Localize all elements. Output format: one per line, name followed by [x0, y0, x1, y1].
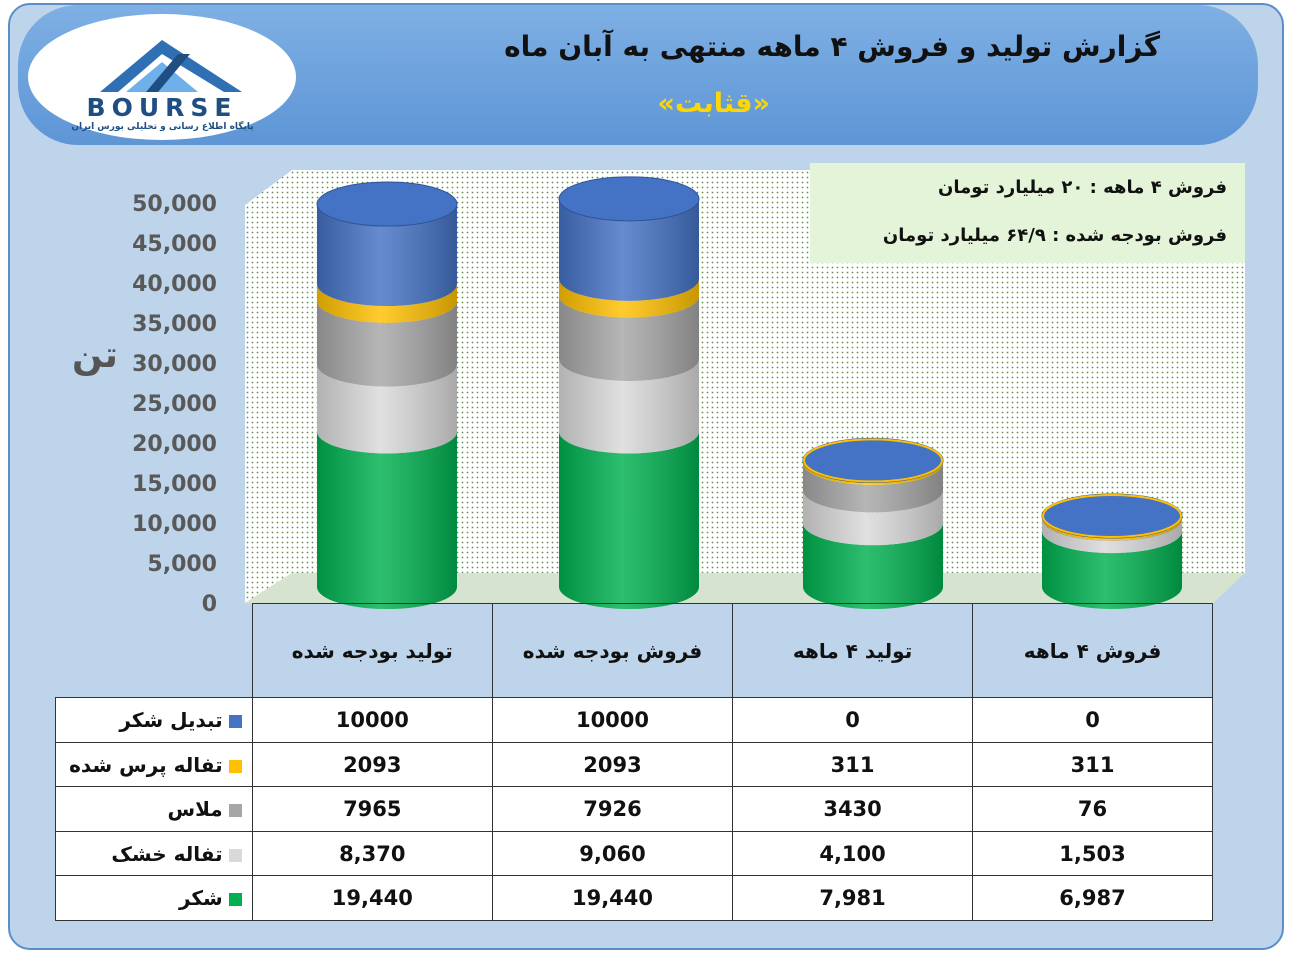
bar-segment-shading — [317, 431, 457, 609]
bar-segment-shading — [559, 278, 699, 318]
y-tick-label: 25,000 — [132, 392, 217, 417]
value-cell: 1,503 — [972, 830, 1213, 877]
bar-segment-shading — [803, 490, 943, 546]
value-cell: 10000 — [491, 697, 734, 743]
bar-top-cap — [558, 176, 700, 222]
legend-swatch — [228, 759, 242, 773]
logo-mark-icon — [100, 40, 242, 92]
value-cell: 76 — [972, 786, 1213, 832]
y-tick-label: 45,000 — [132, 232, 217, 257]
logo-tagline: پایگاه اطلاع رسانی و تحلیلی بورس ایران — [71, 122, 254, 132]
legend-swatch — [228, 848, 242, 862]
bar-top-cap — [316, 181, 458, 227]
y-tick-label: 30,000 — [132, 352, 217, 377]
series-name: تفاله پرس شده — [69, 752, 223, 777]
bar-segment-shading — [1042, 531, 1182, 609]
value-cell: 7,981 — [732, 875, 974, 921]
y-tick-label: 35,000 — [132, 312, 217, 337]
bar-segment-shading — [559, 198, 699, 301]
page-title: گزارش تولید و فروش ۴ ماهه منتهی به آبان … — [504, 30, 1160, 63]
legend-swatch — [228, 715, 242, 729]
legend-cell: تبدیل شکر — [55, 697, 253, 743]
y-tick-label: 15,000 — [132, 472, 217, 497]
bar-segment-shading — [317, 364, 457, 454]
table-row: تفاله خشک 8,370 9,060 4,100 1,503 — [55, 830, 1213, 877]
table-row: تبدیل شکر 10000 10000 0 0 — [55, 697, 1213, 743]
series-name: ملاس — [167, 797, 223, 822]
side-wall — [245, 170, 292, 603]
note-line-1: فروش ۴ ماهه : ۲۰ میلیارد تومان — [938, 177, 1227, 198]
value-cell: 7965 — [251, 786, 493, 832]
value-cell: 311 — [972, 741, 1213, 788]
value-cell: 8,370 — [251, 830, 493, 877]
logo-word: BOURSE — [86, 93, 238, 122]
bar-segment-shading — [317, 204, 457, 307]
value-cell: 7926 — [491, 786, 734, 832]
bar-segment-shading — [317, 300, 457, 387]
col-header: تولید بودجه شده — [251, 602, 493, 699]
unit-label: تن — [72, 335, 118, 376]
bar-segment-shading — [1042, 519, 1182, 554]
col-header: فروش ۴ ماهه — [972, 602, 1213, 699]
value-cell: 0 — [732, 697, 974, 743]
bar-segment-shading — [559, 295, 699, 381]
y-tick-label: 10,000 — [132, 512, 217, 537]
bourse24-logo — [28, 14, 296, 140]
value-cell: 6,987 — [972, 875, 1213, 921]
bar-top-rim — [803, 438, 943, 483]
value-cell: 3430 — [732, 786, 974, 832]
table-row: ملاس 7965 7926 3430 76 — [55, 786, 1213, 832]
value-cell: 10000 — [251, 697, 493, 743]
legend-cell: تفاله خشک — [55, 830, 253, 877]
data-table: تولید بودجه شده فروش بودجه شده تولید ۴ م… — [55, 602, 1213, 921]
y-tick-label: 40,000 — [132, 272, 217, 297]
bar-segment-shading — [559, 359, 699, 454]
legend-swatch — [228, 893, 242, 907]
y-tick-label: 5,000 — [147, 552, 217, 577]
series-name: تفاله خشک — [111, 841, 223, 866]
value-cell: 4,100 — [732, 830, 974, 877]
series-name: شکر — [178, 886, 223, 911]
col-header: فروش بودجه شده — [491, 602, 734, 699]
note-line-2: فروش بودجه شده : ۶۴/۹ میلیارد تومان — [882, 225, 1227, 246]
bar-segment-shading — [559, 431, 699, 609]
bar-segment-shading — [803, 462, 943, 513]
sales-note-box: فروش ۴ ماهه : ۲۰ میلیارد تومان فروش بودج… — [810, 163, 1245, 263]
value-cell: 0 — [972, 697, 1213, 743]
legend-swatch — [228, 804, 242, 818]
value-cell: 2093 — [491, 741, 734, 788]
legend-cell: تفاله پرس شده — [55, 741, 253, 788]
bar-segment-shading — [803, 523, 943, 609]
y-tick-label: 20,000 — [132, 432, 217, 457]
table-row: تفاله پرس شده 2093 2093 311 311 — [55, 741, 1213, 788]
series-name: تبدیل شکر — [119, 708, 223, 733]
bar-top-rim — [1042, 493, 1182, 538]
table-row: شکر 19,440 19,440 7,981 6,987 — [55, 875, 1213, 921]
y-tick-label: 50,000 — [132, 192, 217, 217]
table-header-row: تولید بودجه شده فروش بودجه شده تولید ۴ م… — [55, 602, 1213, 699]
legend-cell: ملاس — [55, 786, 253, 832]
value-cell: 19,440 — [251, 875, 493, 921]
value-cell: 19,440 — [491, 875, 734, 921]
col-header: تولید ۴ ماهه — [732, 602, 974, 699]
floor — [245, 573, 1245, 603]
value-cell: 9,060 — [491, 830, 734, 877]
bar-segment-shading — [317, 284, 457, 323]
value-cell: 311 — [732, 741, 974, 788]
value-cell: 2093 — [251, 741, 493, 788]
legend-cell: شکر — [55, 875, 253, 921]
company-symbol: «قثابت» — [657, 88, 770, 119]
